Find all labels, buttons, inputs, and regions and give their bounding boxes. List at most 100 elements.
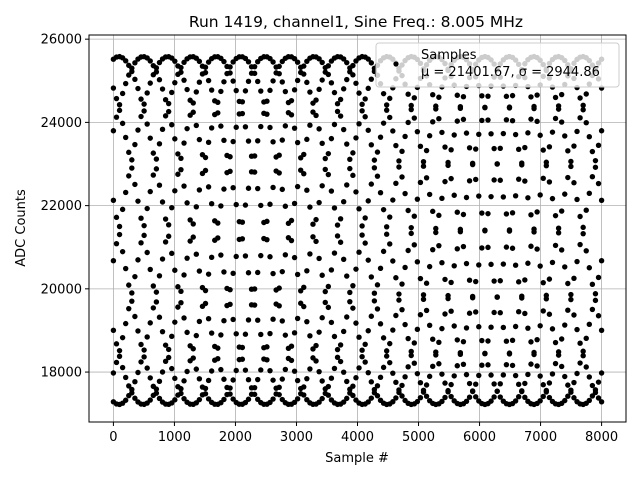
data-point bbox=[546, 144, 553, 150]
data-point bbox=[267, 254, 273, 260]
data-point bbox=[147, 135, 153, 141]
data-point bbox=[267, 330, 273, 337]
data-point bbox=[359, 108, 365, 114]
data-point bbox=[245, 270, 252, 276]
data-point bbox=[543, 296, 550, 302]
data-point bbox=[316, 126, 322, 132]
data-point bbox=[156, 182, 163, 188]
data-point bbox=[141, 354, 147, 360]
data-point bbox=[310, 355, 316, 361]
data-point bbox=[159, 86, 166, 92]
data-point bbox=[270, 316, 276, 322]
data-point bbox=[359, 347, 365, 353]
data-point bbox=[433, 229, 439, 236]
data-point bbox=[334, 346, 341, 353]
data-point bbox=[150, 150, 157, 156]
data-point bbox=[294, 315, 301, 322]
data-point bbox=[270, 396, 276, 402]
data-point bbox=[307, 122, 313, 128]
data-point bbox=[552, 212, 559, 219]
data-point bbox=[555, 225, 562, 231]
data-point bbox=[202, 300, 209, 307]
data-point bbox=[258, 202, 264, 209]
data-point bbox=[402, 264, 408, 271]
data-point bbox=[565, 382, 571, 388]
data-point bbox=[466, 277, 473, 283]
data-point bbox=[534, 209, 540, 215]
data-point bbox=[439, 259, 445, 266]
data-point bbox=[156, 273, 163, 279]
data-point bbox=[301, 284, 307, 290]
data-point bbox=[574, 128, 580, 135]
data-point bbox=[319, 77, 325, 83]
series-trace bbox=[110, 53, 605, 408]
data-point bbox=[313, 238, 319, 245]
data-point bbox=[577, 241, 583, 248]
data-point bbox=[396, 158, 402, 164]
data-point bbox=[473, 394, 479, 400]
data-point bbox=[150, 305, 157, 311]
y-tick-label: 18000 bbox=[41, 366, 82, 381]
data-point bbox=[537, 398, 543, 404]
data-point bbox=[294, 377, 301, 384]
data-point bbox=[592, 387, 599, 393]
data-point bbox=[132, 395, 138, 401]
data-point bbox=[408, 230, 414, 237]
data-point bbox=[420, 292, 427, 298]
data-point bbox=[546, 179, 553, 185]
data-point bbox=[322, 64, 328, 71]
data-point bbox=[500, 372, 507, 378]
data-point bbox=[479, 245, 485, 251]
data-point bbox=[156, 395, 163, 402]
data-point bbox=[150, 283, 157, 289]
data-point bbox=[242, 367, 249, 373]
data-point bbox=[466, 310, 473, 316]
data-point bbox=[457, 351, 464, 358]
data-point bbox=[221, 269, 227, 275]
data-point bbox=[205, 396, 212, 402]
data-point bbox=[245, 59, 252, 65]
data-point bbox=[175, 171, 181, 177]
data-point bbox=[344, 314, 350, 320]
x-tick-label: 8000 bbox=[585, 430, 618, 445]
data-point bbox=[399, 393, 405, 399]
data-point bbox=[230, 138, 236, 145]
data-point bbox=[454, 246, 460, 252]
data-point bbox=[433, 352, 439, 358]
data-point bbox=[310, 234, 316, 240]
data-point bbox=[255, 185, 261, 192]
data-point bbox=[184, 200, 190, 206]
data-point bbox=[208, 368, 215, 374]
data-point bbox=[344, 76, 350, 83]
data-point bbox=[562, 322, 568, 328]
data-point bbox=[221, 186, 227, 192]
data-point bbox=[442, 178, 448, 185]
data-point bbox=[116, 223, 123, 230]
data-point bbox=[476, 262, 482, 268]
data-point bbox=[132, 273, 138, 280]
data-point bbox=[540, 308, 546, 314]
data-point bbox=[325, 383, 332, 390]
y-axis: 18000 20000 22000 24000 26000 bbox=[41, 33, 89, 381]
data-point bbox=[328, 80, 335, 86]
data-point bbox=[442, 144, 448, 150]
data-point bbox=[549, 326, 556, 332]
chart-title: Run 1419, channel1, Sine Freq.: 8.005 MH… bbox=[189, 13, 523, 31]
data-point bbox=[153, 299, 160, 305]
data-point bbox=[116, 231, 123, 238]
data-point bbox=[322, 166, 328, 173]
data-point bbox=[331, 250, 338, 256]
data-point bbox=[469, 295, 476, 301]
data-point bbox=[509, 210, 516, 216]
data-point bbox=[122, 58, 129, 64]
legend-box bbox=[375, 42, 620, 88]
data-point bbox=[245, 185, 252, 191]
data-point bbox=[540, 147, 546, 153]
data-point bbox=[426, 263, 433, 270]
data-point bbox=[119, 248, 126, 255]
data-point bbox=[528, 243, 534, 249]
data-point bbox=[537, 373, 543, 379]
data-point bbox=[344, 59, 350, 66]
data-point bbox=[322, 390, 328, 397]
data-point bbox=[485, 338, 491, 344]
